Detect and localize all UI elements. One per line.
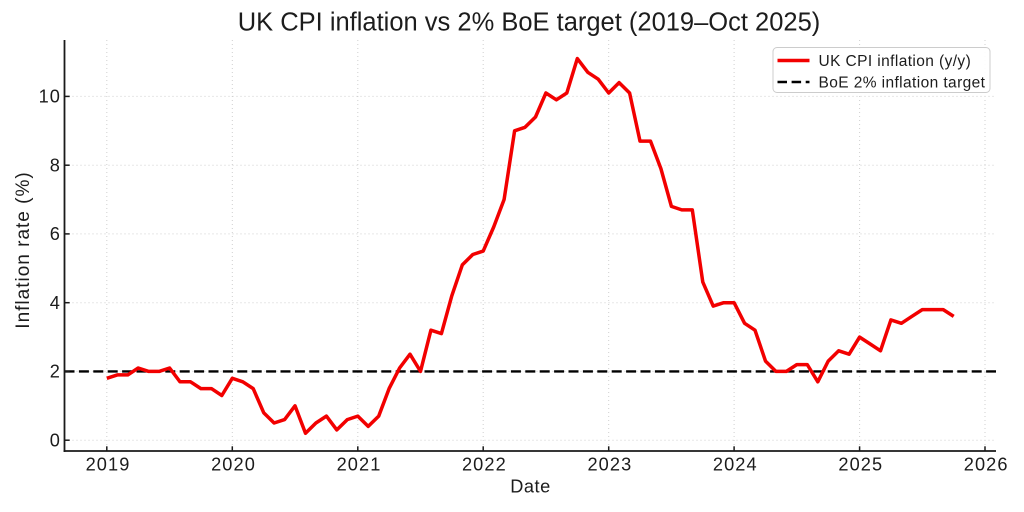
svg-text:Date: Date [510, 477, 550, 497]
svg-text:2026: 2026 [964, 454, 1009, 474]
svg-text:2019: 2019 [86, 454, 131, 474]
svg-text:6: 6 [50, 224, 61, 244]
svg-text:UK CPI inflation vs 2% BoE tar: UK CPI inflation vs 2% BoE target (2019–… [238, 9, 821, 37]
svg-text:0: 0 [50, 430, 61, 450]
svg-text:8: 8 [50, 155, 61, 175]
svg-text:Inflation rate (%): Inflation rate (%) [13, 171, 34, 328]
svg-text:UK CPI inflation (y/y): UK CPI inflation (y/y) [819, 53, 972, 70]
svg-text:BoE 2% inflation target: BoE 2% inflation target [819, 75, 986, 92]
svg-text:2022: 2022 [462, 454, 507, 474]
svg-text:2023: 2023 [587, 454, 632, 474]
svg-text:4: 4 [50, 293, 61, 313]
svg-text:10: 10 [39, 87, 61, 107]
svg-text:2020: 2020 [211, 454, 256, 474]
svg-text:2025: 2025 [838, 454, 883, 474]
svg-text:2: 2 [50, 362, 61, 382]
svg-text:2024: 2024 [713, 454, 758, 474]
svg-text:2021: 2021 [337, 454, 382, 474]
